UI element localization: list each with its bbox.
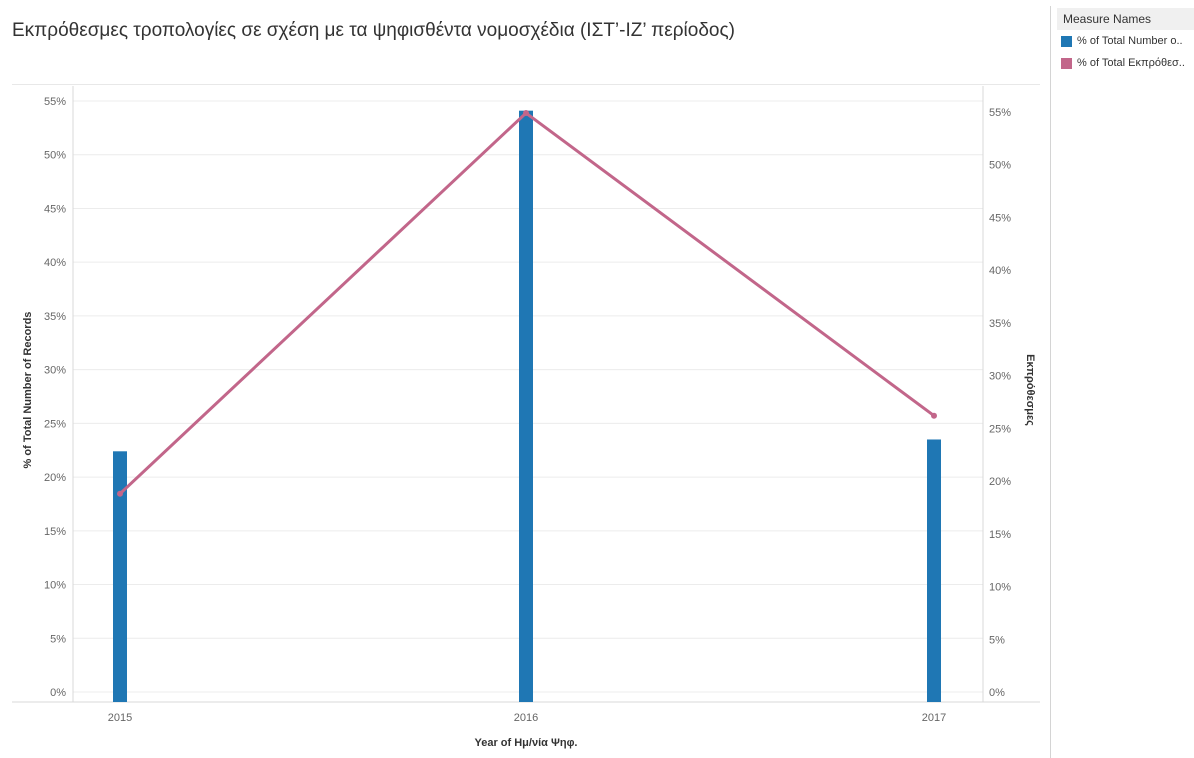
- y-right-tick-label: 15%: [989, 529, 1011, 541]
- line-point[interactable]: [117, 490, 123, 497]
- legend-title: Measure Names: [1057, 8, 1194, 30]
- y-left-tick-label: 15%: [44, 526, 66, 538]
- bar[interactable]: [113, 451, 127, 702]
- legend-item-overdue[interactable]: % of Total Εκπρόθεσ..: [1057, 52, 1194, 74]
- bar-series: [113, 110, 941, 703]
- y-left-tick-label: 55%: [44, 96, 66, 108]
- y-left-tick-label: 35%: [44, 311, 66, 323]
- y-right-tick-label: 20%: [989, 476, 1011, 488]
- legend[interactable]: Measure Names % of Total Number o.. % of…: [1057, 8, 1194, 74]
- x-axis-label: Year of Ημ/νία Ψηφ.: [474, 737, 577, 749]
- y-left-tick-label: 25%: [44, 418, 66, 430]
- y-right-tick-label: 10%: [989, 582, 1011, 594]
- y-right-tick-label: 45%: [989, 212, 1011, 224]
- y-left-tick-label: 30%: [44, 365, 66, 377]
- y-right-tick-label: 25%: [989, 423, 1011, 435]
- y-left-tick-label: 10%: [44, 580, 66, 592]
- y-right-tick-label: 30%: [989, 371, 1011, 383]
- y-left-tick-label: 0%: [50, 687, 66, 699]
- legend-divider: [1050, 6, 1051, 758]
- y-left-tick-label: 5%: [50, 633, 66, 645]
- line-point[interactable]: [931, 412, 937, 419]
- y-left-tick-label: 50%: [44, 150, 66, 162]
- legend-item-records[interactable]: % of Total Number o..: [1057, 30, 1194, 52]
- y-axis-label-right: Εκπρόθεσμες: [1024, 354, 1036, 426]
- x-tick-label: 2016: [514, 712, 538, 724]
- y-left-tick-label: 45%: [44, 203, 66, 215]
- line-series: [117, 110, 937, 497]
- y-right-tick-label: 0%: [989, 687, 1005, 699]
- y-right-tick-label: 50%: [989, 160, 1011, 172]
- header-divider: [12, 84, 1040, 85]
- chart-title: Εκπρόθεσμες τροπολογίες σε σχέση με τα ψ…: [12, 20, 735, 41]
- x-tick-label: 2015: [108, 712, 132, 724]
- tick-labels: 0% 5% 10% 15% 20% 25% 30% 35% 40% 45% 50% 55% 0% 5% 10…: [44, 96, 1011, 724]
- line-point[interactable]: [523, 110, 529, 117]
- bar[interactable]: [927, 439, 941, 702]
- legend-swatch-overdue: [1061, 57, 1072, 69]
- y-left-tick-label: 20%: [44, 472, 66, 484]
- x-tick-label: 2017: [922, 712, 946, 724]
- legend-swatch-records: [1061, 35, 1072, 47]
- y-right-tick-label: 5%: [989, 634, 1005, 646]
- y-left-tick-label: 40%: [44, 257, 66, 269]
- y-right-tick-label: 40%: [989, 265, 1011, 277]
- y-right-tick-label: 55%: [989, 107, 1011, 119]
- bar[interactable]: [519, 110, 533, 703]
- y-right-tick-label: 35%: [989, 318, 1011, 330]
- y-axis-label-left: % of Total Number of Records: [22, 312, 34, 469]
